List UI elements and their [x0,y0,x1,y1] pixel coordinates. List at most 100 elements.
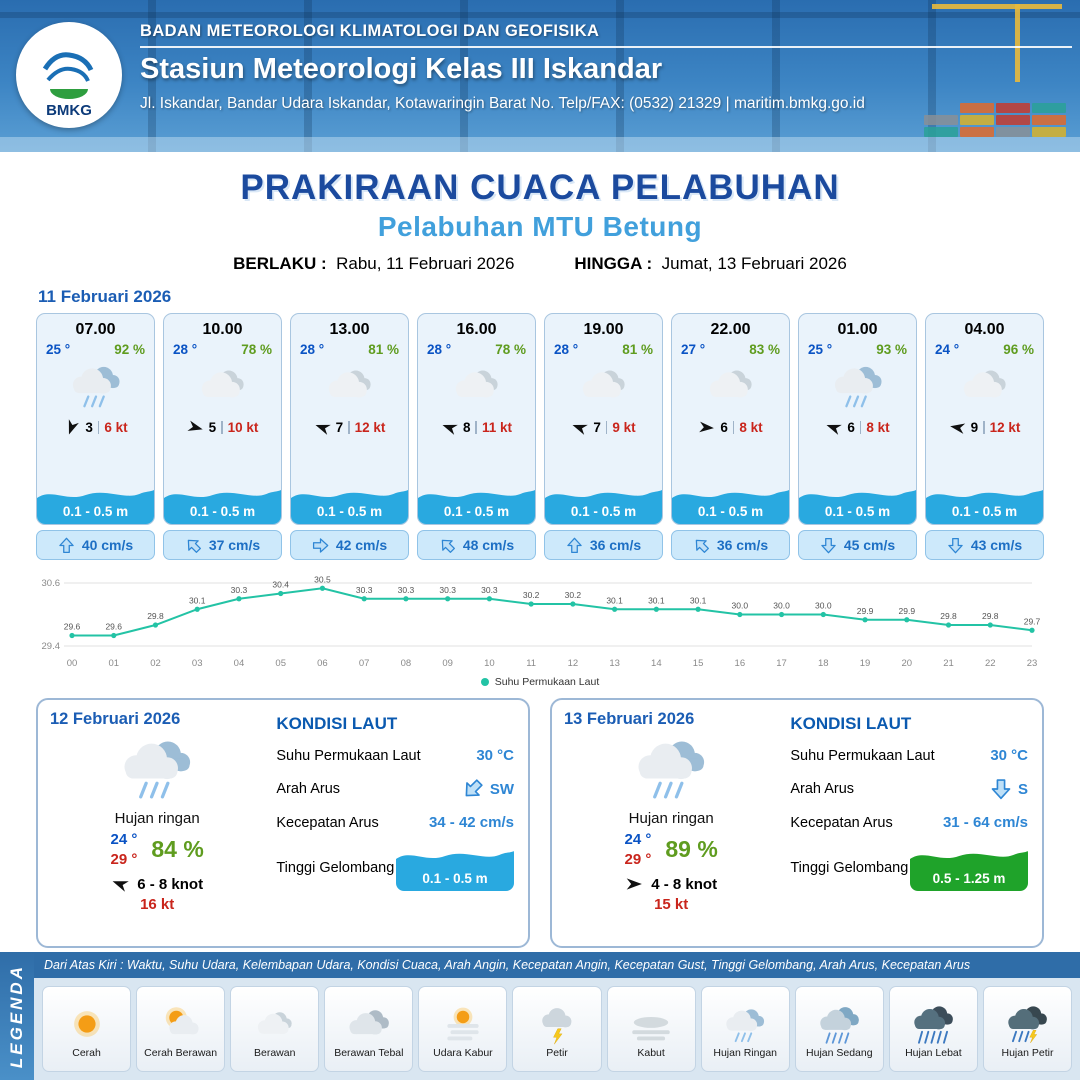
wave-height-band: 0.1 - 0.5 m [672,484,789,524]
wind-direction-arrow [315,424,331,435]
daily-wind-row: 6 - 8 knot [111,875,203,893]
wind-row: 8 11 kt [418,419,535,436]
daily-date-label: 13 Februari 2026 [564,710,695,728]
arah-arus-value: S [990,778,1028,800]
port-window-illustration [0,0,1080,152]
current-direction-arrow [821,537,836,553]
svg-text:30.3: 30.3 [398,585,415,595]
hujan-ringan-icon [124,741,191,799]
daily-weather-column: 12 Februari 2026 Hujan ringan 24 ° 29 ° … [50,710,264,936]
wave-height-band: 0.1 - 0.5 m [396,845,514,891]
wave-height-band: 0.1 - 0.5 m [545,484,662,524]
legend-item-label: Kabut [637,1047,665,1060]
svg-text:16: 16 [735,658,746,669]
legend-item-label: Hujan Ringan [713,1047,778,1060]
legend-item: Kabut [606,986,696,1072]
sst-label: Suhu Permukaan Laut [790,747,935,764]
daily-weather-column: 13 Februari 2026 Hujan ringan 24 ° 29 ° … [564,710,778,936]
hourly-forecast-card: 22.00 27 ° 83 % 6 8 kt 0.1 - 0.5 m 36 cm… [671,313,790,560]
wave-height-band: 0.1 - 0.5 m [164,484,281,524]
wind-row: 7 9 kt [545,419,662,436]
udara-kabur-icon [447,1007,479,1041]
svg-text:23: 23 [1027,658,1038,669]
berawan-icon [257,1012,292,1035]
kecepatan-arus-label: Kecepatan Arus [276,814,379,831]
arah-arus-value: SW [462,778,514,800]
humidity-value: 83 % [749,342,780,357]
current-direction-arrow [187,539,201,553]
time-label: 01.00 [837,321,878,338]
svg-text:20: 20 [901,658,912,669]
humidity-value: 78 % [241,342,272,357]
current-strip: 36 cm/s [671,530,790,560]
daily-wind-range: 6 - 8 knot [137,875,204,893]
current-strip: 40 cm/s [36,530,155,560]
arah-arus-label: Arah Arus [790,781,855,797]
current-speed-value: 37 cm/s [208,537,261,553]
berlaku-value: Rabu, 11 Februari 2026 [336,254,515,273]
svg-text:19: 19 [860,658,871,669]
svg-text:30.0: 30.0 [732,601,749,611]
wind-direction-arrow [442,424,458,435]
daily-temps: 24 ° 29 ° 89 % [625,831,718,868]
time-label: 19.00 [583,321,624,338]
wind-speed-value: 7 [335,420,344,435]
daily-gust-value: 16 kt [140,896,175,913]
daily-weather-icon-wrap [623,729,719,810]
temperature-value: 25 ° [46,342,71,357]
wave-height-band: 0.5 - 1.25 m [910,845,1028,891]
current-direction-arrow [59,537,74,553]
svg-text:30.3: 30.3 [481,585,498,595]
wind-row: 6 8 kt [672,419,789,436]
bmkg-logo-text: BMKG [46,102,92,119]
wind-speed-value: 6 [720,420,728,435]
legend-item-label: Hujan Petir [1001,1047,1054,1060]
station-name: Stasiun Meteorologi Kelas III Iskandar [140,53,663,85]
wind-gust-divider [983,421,985,434]
legend-item: Berawan Tebal [324,986,414,1072]
wind-direction-arrow [112,881,130,892]
time-label: 13.00 [329,321,370,338]
time-label: 16.00 [456,321,497,338]
daily-wind-row: 4 - 8 knot [625,875,717,893]
kecepatan-arus-value: 34 - 42 cm/s [428,814,514,831]
temperature-value: 25 ° [808,342,833,357]
svg-text:14: 14 [651,658,662,669]
wind-gust-divider [97,421,100,434]
svg-text:30.6: 30.6 [42,578,61,589]
time-label: 07.00 [75,321,116,338]
wind-direction-arrow [699,421,715,433]
chart-legend-label: Suhu Permukaan Laut [494,676,600,688]
wave-height-label: 0.1 - 0.5 m [316,504,383,519]
current-direction-arrow [567,537,582,553]
hourly-card-body: 01.00 25 ° 93 % 6 8 kt 0.1 - 0.5 m [798,313,917,525]
svg-text:29.8: 29.8 [147,611,164,621]
hourly-card-body: 10.00 28 ° 78 % 5 10 kt 0.1 - 0.5 m [163,313,282,525]
legend-item: Hujan Sedang [794,986,884,1072]
current-speed-value: 48 cm/s [462,537,515,553]
svg-text:01: 01 [108,658,119,669]
svg-text:30.3: 30.3 [356,585,373,595]
legend-item: Cerah [42,986,132,1072]
humidity-value: 78 % [495,342,526,357]
humidity-value: 93 % [876,342,907,357]
svg-text:07: 07 [359,658,370,669]
wave-height-label: 0.1 - 0.5 m [824,504,891,519]
header: BMKG BADAN METEOROLOGI KLIMATOLOGI DAN G… [0,0,1080,152]
legend-item: Hujan Lebat [888,986,978,1072]
weather-icon-wrap [37,358,154,416]
svg-text:15: 15 [693,658,704,669]
crane-illustration [1015,4,1020,82]
berawan-tebal-icon [349,1010,389,1035]
current-speed-value: 45 cm/s [843,537,896,553]
wave-height-band: 0.1 - 0.5 m [418,484,535,524]
wave-height-label: 0.1 - 0.5 m [570,504,637,519]
svg-text:05: 05 [275,658,286,669]
hujan-ringan-icon [72,366,120,408]
daily-temp-min: 24 ° [624,831,652,848]
crane-illustration [932,4,1062,9]
daily-forecast-cards: 12 Februari 2026 Hujan ringan 24 ° 29 ° … [0,698,1080,948]
wind-direction-arrow [826,424,843,435]
wind-speed-value: 9 [970,420,979,435]
chart-legend-dot [480,678,489,686]
